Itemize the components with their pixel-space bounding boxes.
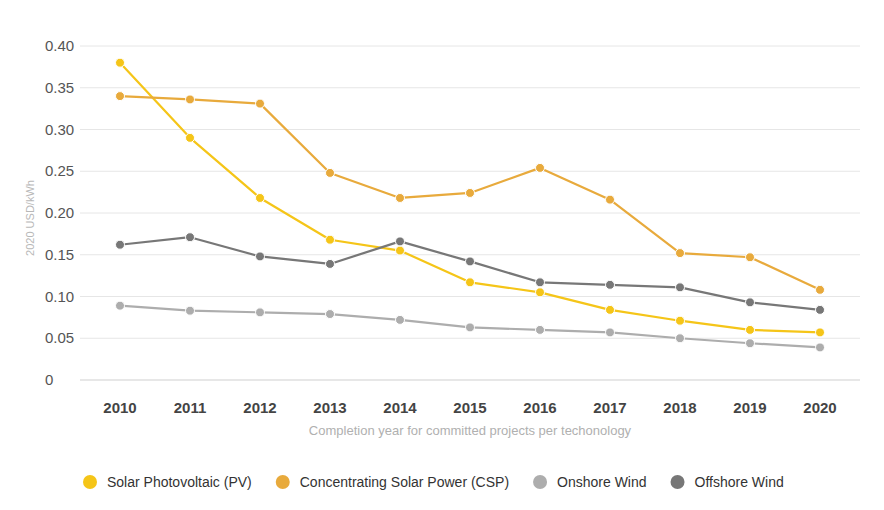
series-point bbox=[466, 188, 475, 197]
series-point bbox=[466, 257, 475, 266]
series-point bbox=[746, 298, 755, 307]
series-point bbox=[606, 328, 615, 337]
legend: Solar Photovoltaic (PV) Concentrating Sol… bbox=[83, 474, 784, 490]
y-tick-label: 0.35 bbox=[45, 79, 74, 96]
y-tick-label: 0.30 bbox=[45, 121, 74, 138]
series-point bbox=[746, 325, 755, 334]
legend-swatch bbox=[276, 475, 290, 489]
series-point bbox=[186, 133, 195, 142]
legend-label: Concentrating Solar Power (CSP) bbox=[300, 474, 509, 490]
legend-swatch bbox=[83, 475, 97, 489]
series-line bbox=[120, 237, 820, 310]
series-line bbox=[120, 306, 820, 348]
x-tick-label: 2010 bbox=[103, 399, 136, 416]
series-point bbox=[536, 278, 545, 287]
grid-line bbox=[80, 296, 860, 297]
x-tick-label: 2014 bbox=[383, 399, 417, 416]
y-axis-label: 2020 USD/kWh bbox=[24, 180, 36, 256]
series-line bbox=[120, 96, 820, 290]
series-point bbox=[116, 58, 125, 67]
series-point bbox=[116, 240, 125, 249]
series-point bbox=[606, 280, 615, 289]
grid-line bbox=[80, 338, 860, 339]
series-point bbox=[606, 305, 615, 314]
series-point bbox=[326, 168, 335, 177]
legend-label: Offshore Wind bbox=[695, 474, 784, 490]
series-point bbox=[606, 195, 615, 204]
series-point bbox=[816, 285, 825, 294]
x-tick-label: 2020 bbox=[803, 399, 836, 416]
grid-line bbox=[80, 213, 860, 214]
series-point bbox=[396, 193, 405, 202]
series-point bbox=[466, 323, 475, 332]
chart: 0 0.05 0.10 0.15 0.20 0.25 0.30 0.35 0.40 2020 US… bbox=[0, 0, 884, 510]
series-point bbox=[676, 334, 685, 343]
series-point bbox=[676, 249, 685, 258]
series-point bbox=[466, 278, 475, 287]
grid bbox=[80, 46, 860, 380]
x-tick-label: 2012 bbox=[243, 399, 276, 416]
series-point bbox=[116, 301, 125, 310]
x-tick-label: 2011 bbox=[174, 399, 207, 416]
series-point bbox=[396, 315, 405, 324]
series-point bbox=[326, 235, 335, 244]
series-point bbox=[536, 288, 545, 297]
y-tick-label: 0.20 bbox=[45, 204, 74, 221]
legend-label: Onshore Wind bbox=[557, 474, 646, 490]
series-point bbox=[536, 163, 545, 172]
legend-swatch bbox=[533, 475, 547, 489]
x-tick-label: 2015 bbox=[453, 399, 486, 416]
series-point bbox=[186, 95, 195, 104]
series-point bbox=[256, 308, 265, 317]
y-tick-label: 0.40 bbox=[45, 37, 74, 54]
y-tick-label: 0.25 bbox=[45, 162, 74, 179]
series-point bbox=[746, 253, 755, 262]
x-tick-label: 2017 bbox=[593, 399, 626, 416]
y-tick-label: 0.05 bbox=[45, 329, 74, 346]
series-point bbox=[256, 99, 265, 108]
series-point bbox=[326, 310, 335, 319]
y-tick-label: 0.15 bbox=[45, 246, 74, 263]
series-point bbox=[396, 246, 405, 255]
series-point bbox=[186, 306, 195, 315]
series-point bbox=[816, 305, 825, 314]
grid-line bbox=[80, 129, 860, 130]
series-point bbox=[676, 283, 685, 292]
series-point bbox=[676, 316, 685, 325]
x-tick-label: 2019 bbox=[733, 399, 766, 416]
x-tick-label: 2013 bbox=[313, 399, 346, 416]
grid-line bbox=[80, 171, 860, 172]
series-point bbox=[256, 252, 265, 261]
x-tick-label: 2016 bbox=[523, 399, 556, 416]
y-tick-label: 0 bbox=[45, 371, 53, 388]
y-tick-label: 0.10 bbox=[45, 288, 74, 305]
series-point bbox=[326, 259, 335, 268]
series-point bbox=[746, 339, 755, 348]
series-point bbox=[536, 325, 545, 334]
x-tick-label: 2018 bbox=[663, 399, 696, 416]
grid-line bbox=[80, 254, 860, 255]
x-axis-label: Completion year for committed projects p… bbox=[309, 423, 632, 438]
legend-swatch bbox=[671, 475, 685, 489]
plot-area bbox=[116, 58, 825, 352]
series-point bbox=[256, 193, 265, 202]
series-point bbox=[816, 328, 825, 337]
series-line bbox=[120, 63, 820, 333]
series-point bbox=[116, 92, 125, 101]
grid-line bbox=[80, 87, 860, 88]
series-point bbox=[186, 233, 195, 242]
legend-label: Solar Photovoltaic (PV) bbox=[107, 474, 252, 490]
grid-line bbox=[80, 380, 860, 381]
series-point bbox=[816, 343, 825, 352]
series-point bbox=[396, 237, 405, 246]
grid-line bbox=[80, 46, 860, 47]
